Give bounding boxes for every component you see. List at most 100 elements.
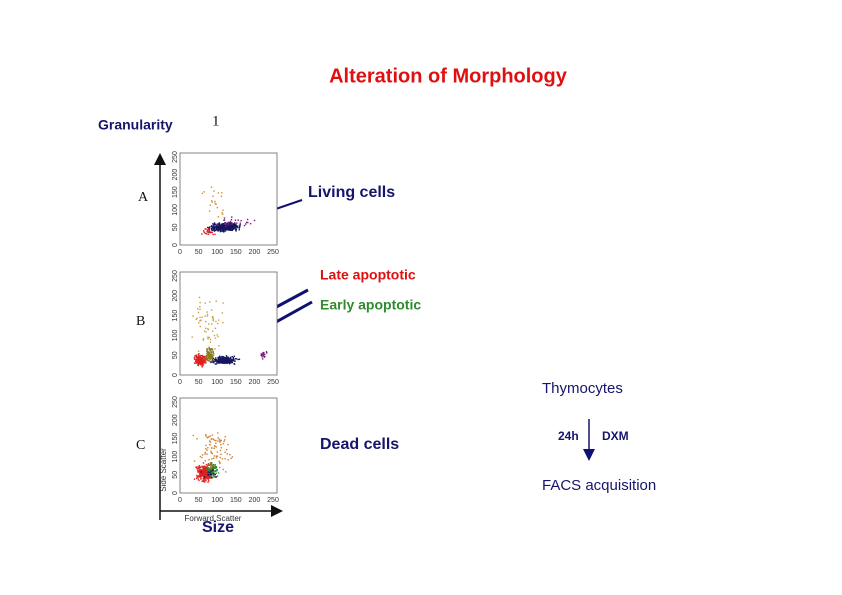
event-dot xyxy=(201,316,204,318)
event-dot xyxy=(199,355,201,358)
event-dot xyxy=(208,464,210,466)
event-dot xyxy=(225,358,228,360)
event-dot xyxy=(253,219,256,222)
event-dot xyxy=(200,474,203,476)
event-dot xyxy=(219,227,222,230)
event-dot xyxy=(210,438,213,440)
plot-y-tick: 100 xyxy=(172,451,179,463)
event-dot xyxy=(211,316,214,318)
event-dot xyxy=(215,442,217,444)
plot-frame xyxy=(179,397,278,494)
event-dot xyxy=(261,358,264,360)
event-dot xyxy=(220,195,223,198)
event-dot xyxy=(221,358,223,361)
event-dot xyxy=(203,330,206,332)
event-dot xyxy=(209,356,211,358)
event-dot xyxy=(222,361,224,363)
event-dot xyxy=(200,472,202,474)
event-dot xyxy=(222,209,224,211)
event-dot xyxy=(212,317,214,319)
event-dot xyxy=(233,360,235,362)
event-dot xyxy=(223,358,226,361)
plot-x-tick: 100 xyxy=(211,249,223,256)
event-dot xyxy=(212,225,214,227)
event-dot xyxy=(211,349,214,351)
event-dot xyxy=(211,447,213,449)
event-dot xyxy=(225,227,227,229)
event-dot xyxy=(205,362,207,364)
event-dot xyxy=(231,355,233,358)
event-dot xyxy=(194,360,197,363)
event-dot xyxy=(218,360,221,363)
event-dot xyxy=(199,355,202,357)
event-dot xyxy=(197,362,199,364)
event-dot xyxy=(195,362,197,364)
event-dot xyxy=(265,351,268,353)
event-dot xyxy=(206,226,209,229)
event-dot xyxy=(264,355,266,358)
event-dot xyxy=(218,223,221,225)
event-dot xyxy=(208,231,211,234)
event-dot xyxy=(202,362,205,364)
event-dot xyxy=(243,224,246,227)
event-dot xyxy=(205,477,207,479)
event-dot xyxy=(249,222,252,225)
event-dot xyxy=(213,439,216,441)
event-dot xyxy=(218,345,220,347)
plot-x-tick: 100 xyxy=(211,379,223,386)
event-dot xyxy=(209,226,211,228)
event-dot xyxy=(200,359,202,361)
event-dot xyxy=(202,360,204,363)
event-dot xyxy=(197,311,200,314)
event-dot xyxy=(213,457,215,459)
event-dot xyxy=(222,226,224,229)
event-dot xyxy=(232,228,234,230)
event-dot xyxy=(205,327,207,330)
event-dot xyxy=(204,466,206,468)
event-dot xyxy=(227,222,230,225)
event-dot xyxy=(214,466,216,468)
event-dot xyxy=(212,465,214,468)
event-dot xyxy=(201,358,204,360)
event-dot xyxy=(218,358,220,360)
event-dot xyxy=(226,361,228,364)
event-dot xyxy=(202,355,205,358)
event-dot xyxy=(204,468,207,471)
event-dot xyxy=(223,439,226,441)
event-dot xyxy=(216,225,218,228)
event-dot xyxy=(208,353,211,355)
event-dot xyxy=(195,359,197,361)
event-dot xyxy=(231,229,233,232)
event-dot xyxy=(223,217,226,219)
event-dot xyxy=(266,352,268,354)
event-dot xyxy=(199,474,202,476)
event-dot xyxy=(263,351,265,354)
event-dot xyxy=(197,478,200,480)
event-dot xyxy=(195,466,197,468)
event-dot xyxy=(238,229,240,231)
event-dot xyxy=(206,471,208,474)
event-dot xyxy=(207,227,210,230)
event-dot xyxy=(205,331,207,333)
marker: 1 xyxy=(212,113,220,129)
event-dot xyxy=(206,449,208,451)
event-dot xyxy=(211,229,214,232)
event-dot xyxy=(212,228,215,230)
event-dot xyxy=(233,224,236,226)
event-dot xyxy=(235,230,237,232)
event-dot xyxy=(215,228,218,230)
event-dot xyxy=(199,360,201,363)
event-dot xyxy=(204,465,206,467)
event-dot xyxy=(206,357,209,359)
panel-label: C xyxy=(136,438,145,453)
event-dot xyxy=(204,361,207,363)
event-dot xyxy=(247,221,249,224)
event-dot xyxy=(218,222,220,225)
event-dot xyxy=(198,473,201,475)
event-dot xyxy=(200,360,203,363)
event-dot xyxy=(211,465,213,468)
event-dot xyxy=(199,320,201,322)
event-dot xyxy=(210,475,212,477)
event-dot xyxy=(217,226,219,228)
event-dot xyxy=(227,221,230,224)
